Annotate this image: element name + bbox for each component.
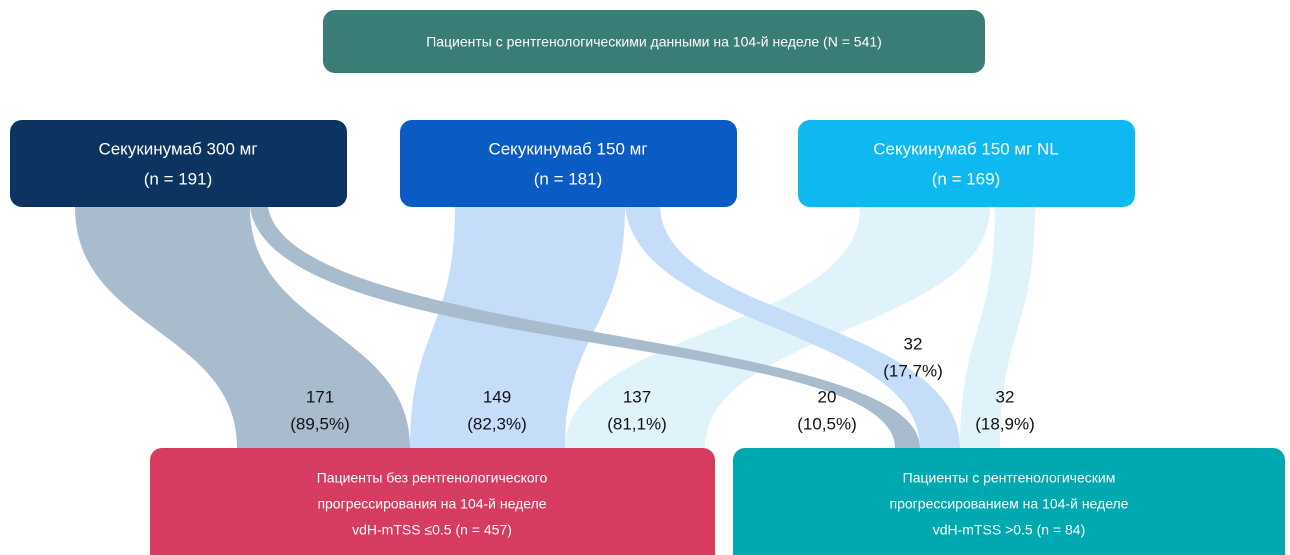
flow-percent: (81,1%) (607, 414, 667, 433)
group-name: Секукинумаб 150 мг (488, 139, 647, 158)
flow (75, 207, 410, 448)
flow-value: 32 (904, 334, 923, 353)
outcome-line: Пациенты без рентгенологического (317, 470, 548, 486)
flow (960, 207, 1035, 448)
flow-percent: (10,5%) (797, 414, 857, 433)
group-name: Секукинумаб 300 мг (98, 139, 257, 158)
group-n: (n = 181) (534, 169, 603, 188)
flow-value: 137 (623, 387, 651, 406)
outcome-node (150, 448, 715, 555)
outcome-line: vdH-mTSS ≤0.5 (n = 457) (352, 522, 512, 538)
flow-percent: (89,5%) (290, 414, 350, 433)
group-n: (n = 191) (144, 169, 213, 188)
flow-percent: (17,7%) (883, 361, 943, 380)
group-n: (n = 169) (932, 169, 1001, 188)
flow-value: 149 (483, 387, 511, 406)
outcome-line: прогрессирования на 104-й неделе (317, 496, 546, 512)
flow (625, 207, 960, 448)
flow-value: 32 (996, 387, 1015, 406)
top-label: Пациенты с рентгенологическими данными н… (426, 34, 882, 50)
flow-percent: (18,9%) (975, 414, 1035, 433)
top-node (323, 10, 985, 73)
flow-value: 20 (818, 387, 837, 406)
flow-value: 171 (306, 387, 334, 406)
outcome-node (733, 448, 1285, 555)
outcome-line: Пациенты с рентгенологическим (903, 470, 1116, 486)
group-node (798, 120, 1135, 207)
group-node (10, 120, 347, 207)
outcome-line: vdH-mTSS >0.5 (n = 84) (933, 522, 1086, 538)
group-node (400, 120, 737, 207)
group-name: Секукинумаб 150 мг NL (873, 139, 1059, 158)
flow-percent: (82,3%) (467, 414, 527, 433)
outcome-line: прогрессированием на 104-й неделе (890, 496, 1129, 512)
